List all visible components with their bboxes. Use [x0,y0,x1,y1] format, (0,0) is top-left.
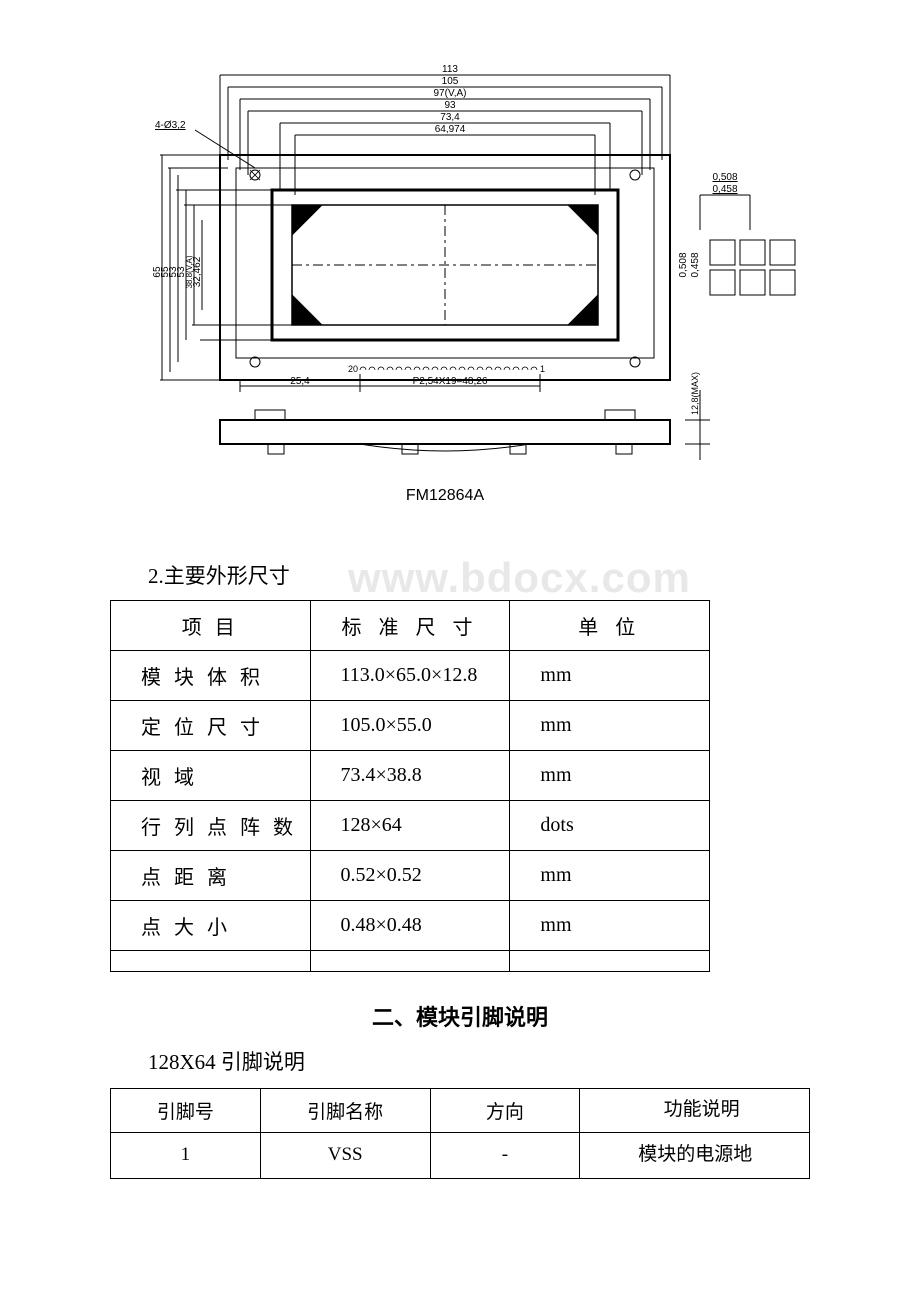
watermark-text: www.bdocx.com [348,554,691,602]
svg-text:97(V,A): 97(V,A) [434,88,467,99]
table-row: 1 VSS - 模块的电源地 [111,1133,810,1179]
table-row: 定 位 尺 寸105.0×55.0mm [111,701,710,751]
pins-table: 引脚号 引脚名称 方向 功能说明 1 VSS - 模块的电源地 [110,1088,810,1179]
pin-header: 20 1 25,4 [240,363,545,392]
col-pin-name: 引脚名称 [260,1089,430,1133]
top-dimensions: 113 105 97(V,A) 93 73,4 64,974 [220,64,670,195]
col-item: 项 目 [111,601,311,651]
pixel-detail: 0,508 0,458 0,508 0,458 [678,172,795,295]
table-row: 点 大 小0.48×0.48mm [111,901,710,951]
col-unit: 单 位 [510,601,710,651]
table-row [111,951,710,972]
table-row: 点 距 离0.52×0.52mm [111,851,710,901]
col-std: 标 准 尺 寸 [310,601,510,651]
svg-text:20: 20 [348,364,358,374]
section-pins-heading: 二、模块引脚说明 [100,1000,820,1032]
svg-text:93: 93 [444,100,456,111]
svg-text:32,462: 32,462 [192,256,203,287]
svg-text:64,974: 64,974 [435,124,466,135]
col-pin-dir: 方向 [430,1089,580,1133]
table-row: 行 列 点 阵 数128×64dots [111,801,710,851]
table-row: 视 域73.4×38.8mm [111,751,710,801]
table-row: 模 块 体 积113.0×65.0×12.8mm [111,651,710,701]
svg-text:105: 105 [442,76,459,87]
svg-text:25,4: 25,4 [290,376,310,387]
section-pins-sub: 128X64 引脚说明 [148,1046,820,1076]
svg-text:P2,54X19=48,26: P2,54X19=48,26 [413,376,488,387]
svg-text:73,4: 73,4 [440,112,460,123]
table-header-row: 项 目 标 准 尺 寸 单 位 [111,601,710,651]
dimensions-table: 项 目 标 准 尺 寸 单 位 模 块 体 积113.0×65.0×12.8mm… [110,600,710,972]
col-pin-func: 功能说明 [580,1089,810,1133]
col-pin-no: 引脚号 [111,1089,261,1133]
model-label: FM12864A [406,487,485,504]
svg-text:12,8(MAX): 12,8(MAX) [690,372,700,415]
mechanical-drawing: 113 105 97(V,A) 93 73,4 64,974 [100,60,820,520]
svg-text:0,508: 0,508 [712,172,737,183]
drawing-svg: 113 105 97(V,A) 93 73,4 64,974 [110,60,810,520]
svg-text:0,458: 0,458 [690,252,701,277]
svg-text:1: 1 [540,364,545,374]
svg-text:0,508: 0,508 [678,252,689,277]
svg-text:0,458: 0,458 [712,184,737,195]
svg-text:113: 113 [442,64,458,75]
svg-text:4-Ø3,2: 4-Ø3,2 [155,120,186,131]
section-dimensions-title: www.bdocx.com 2.主要外形尺寸 [148,560,820,590]
table-header-row: 引脚号 引脚名称 方向 功能说明 [111,1089,810,1133]
